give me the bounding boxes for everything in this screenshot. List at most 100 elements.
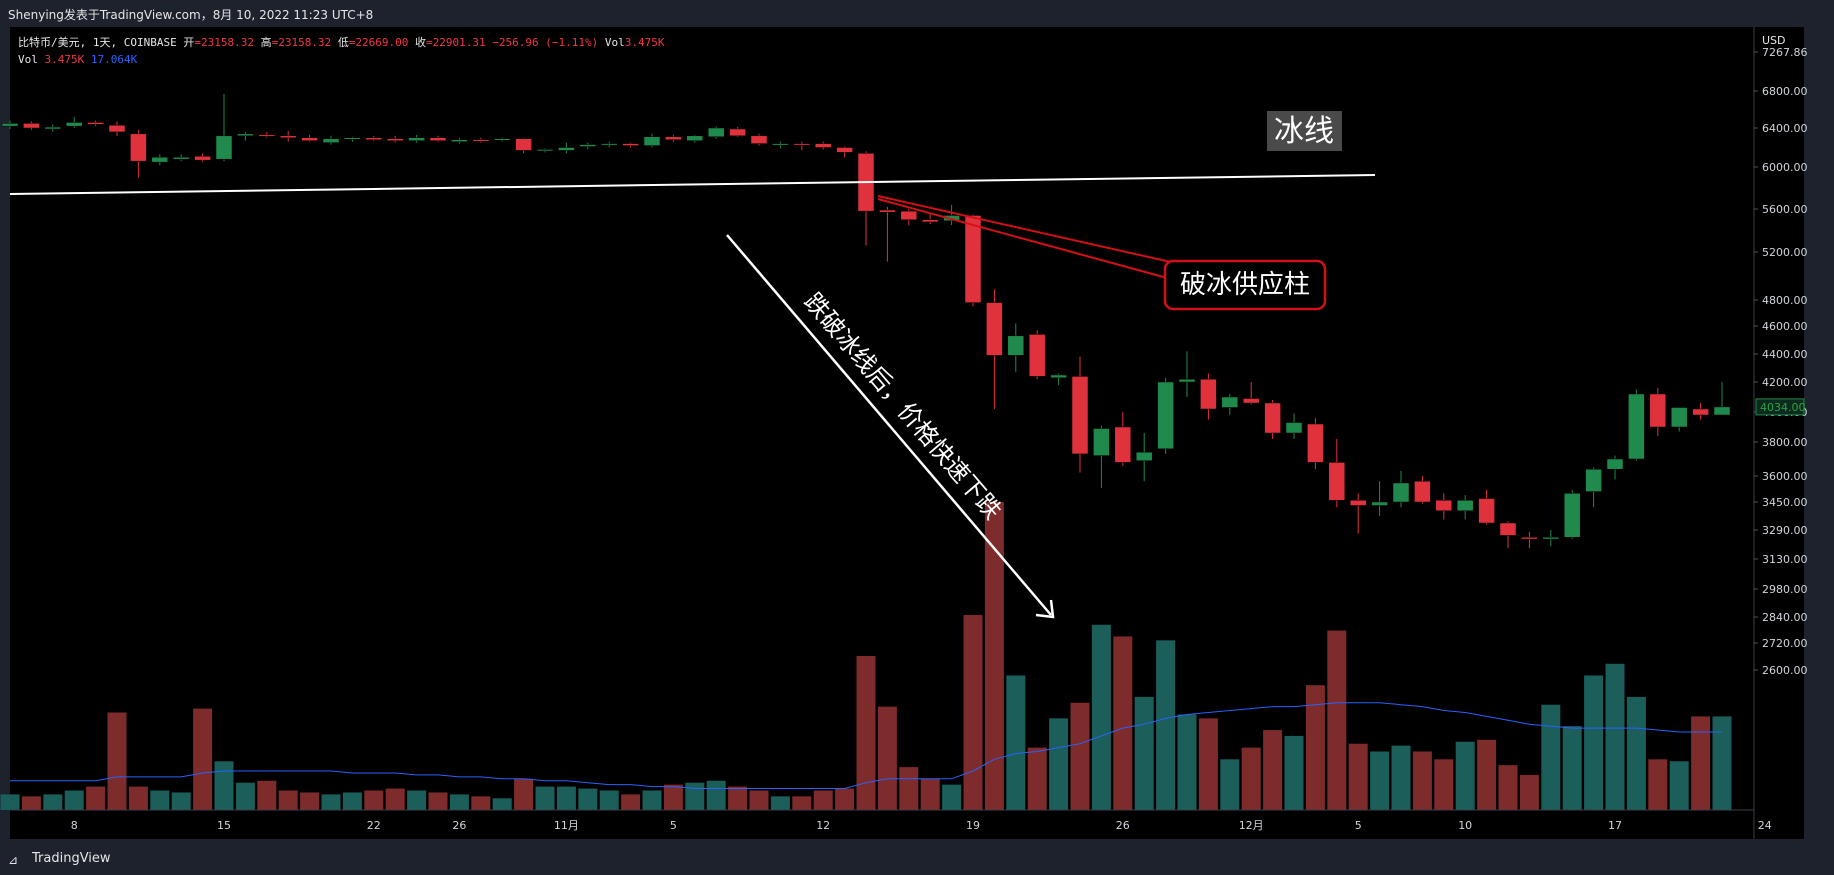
candle-body[interactable] xyxy=(1071,376,1089,455)
candle-body[interactable] xyxy=(1007,335,1025,356)
candle-body[interactable] xyxy=(1392,482,1410,503)
candle-body[interactable] xyxy=(558,147,575,151)
candle-body[interactable] xyxy=(1264,402,1281,434)
volume-bar xyxy=(1006,675,1026,810)
candle-body[interactable] xyxy=(172,157,190,160)
breakdown-arrow-shaft[interactable] xyxy=(726,234,1052,616)
candle-body[interactable] xyxy=(1563,493,1581,538)
candle-body[interactable] xyxy=(1585,468,1602,492)
volume-bar xyxy=(813,790,833,810)
candle-body[interactable] xyxy=(451,139,468,142)
candle-body[interactable] xyxy=(87,122,104,125)
ice-line-label-box[interactable] xyxy=(1267,111,1342,151)
candle-body[interactable] xyxy=(836,147,853,153)
candle-body[interactable] xyxy=(1371,501,1388,506)
candle-body[interactable] xyxy=(707,127,725,138)
candle-body[interactable] xyxy=(1713,406,1731,416)
candle-body[interactable] xyxy=(1670,407,1688,428)
ice-line-trendline[interactable] xyxy=(9,174,1376,195)
candle-body[interactable] xyxy=(1349,500,1367,506)
candle-body[interactable] xyxy=(921,219,939,223)
candle-body[interactable] xyxy=(130,133,147,162)
candle-body[interactable] xyxy=(1649,393,1667,428)
candle-body[interactable] xyxy=(301,137,318,141)
candle-body[interactable] xyxy=(1499,522,1517,536)
candle-body[interactable] xyxy=(1178,378,1196,383)
candle-body[interactable] xyxy=(986,302,1003,356)
vol-row-label[interactable]: Vol xyxy=(18,53,38,66)
candle-body[interactable] xyxy=(879,209,896,213)
candle-body[interactable] xyxy=(622,143,639,146)
candle-body[interactable] xyxy=(365,137,383,140)
x-tick-label: 12 xyxy=(816,819,830,832)
chart-pane[interactable] xyxy=(10,27,1804,839)
candle-body[interactable] xyxy=(1135,451,1153,461)
candle-body[interactable] xyxy=(600,143,618,146)
volume-bar xyxy=(1519,774,1539,810)
candle-body[interactable] xyxy=(1093,428,1110,456)
candle-body[interactable] xyxy=(194,156,211,161)
candle-body[interactable] xyxy=(1285,422,1303,434)
candle-body[interactable] xyxy=(1050,374,1067,379)
candle-body[interactable] xyxy=(536,149,554,152)
candle-body[interactable] xyxy=(472,139,490,142)
candle-body[interactable] xyxy=(258,134,276,137)
candle-body[interactable] xyxy=(1028,334,1046,377)
footer-brand[interactable]: TradingView xyxy=(32,851,111,866)
candle-body[interactable] xyxy=(1542,537,1560,540)
candle-body[interactable] xyxy=(772,143,789,146)
candle-body[interactable] xyxy=(814,143,832,148)
candle-body[interactable] xyxy=(237,133,254,137)
candle-body[interactable] xyxy=(322,138,340,143)
candle-body[interactable] xyxy=(1628,393,1645,460)
candle-body[interactable] xyxy=(23,123,40,129)
candle-body[interactable] xyxy=(1200,378,1217,410)
symbol-title[interactable]: 比特币/美元, 1天, COINBASE xyxy=(18,36,177,49)
candle-body[interactable] xyxy=(515,138,532,151)
candle-body[interactable] xyxy=(279,135,297,139)
candle-body[interactable] xyxy=(344,137,361,140)
volume-bar xyxy=(856,655,876,810)
candle-body[interactable] xyxy=(643,136,661,146)
candle-body[interactable] xyxy=(686,135,704,141)
candle-body[interactable] xyxy=(1307,423,1324,463)
candle-body[interactable] xyxy=(1692,408,1709,416)
supply-bar-callout-box[interactable] xyxy=(1163,259,1327,311)
candle-body[interactable] xyxy=(729,128,746,137)
volume-bar xyxy=(728,786,748,810)
candle-body[interactable] xyxy=(1157,381,1174,450)
volume-bar xyxy=(1198,718,1218,810)
candle-body[interactable] xyxy=(1221,396,1239,408)
candle-body[interactable] xyxy=(44,126,62,130)
candle-body[interactable] xyxy=(1606,458,1624,470)
candle-body[interactable] xyxy=(1414,480,1431,503)
candle-body[interactable] xyxy=(1242,398,1260,404)
candle-body[interactable] xyxy=(579,144,597,147)
candle-body[interactable] xyxy=(1435,500,1453,511)
candle-body[interactable] xyxy=(793,143,811,146)
candle-body[interactable] xyxy=(1328,462,1346,501)
candle-body[interactable] xyxy=(900,210,918,220)
x-tick-label: 24 xyxy=(1758,819,1772,832)
candle-body[interactable] xyxy=(429,137,447,141)
candle-body[interactable] xyxy=(215,135,233,160)
candle-body[interactable] xyxy=(386,138,404,141)
candle-body[interactable] xyxy=(408,137,425,141)
close-value: =22901.31 xyxy=(426,36,486,49)
candle-body[interactable] xyxy=(1114,426,1132,463)
candle-body[interactable] xyxy=(964,215,982,303)
candle-body[interactable] xyxy=(65,122,83,127)
candle-body[interactable] xyxy=(1521,537,1538,540)
high-label: 高 xyxy=(260,36,272,49)
candle-body[interactable] xyxy=(1,123,19,127)
candle-body[interactable] xyxy=(1456,500,1474,511)
candle-body[interactable] xyxy=(665,136,682,140)
candle-body[interactable] xyxy=(1478,498,1495,524)
candle-body[interactable] xyxy=(493,138,511,141)
x-tick-label: 26 xyxy=(452,819,466,832)
candle-body[interactable] xyxy=(151,157,169,163)
volume-bar xyxy=(1113,636,1133,810)
candle-body[interactable] xyxy=(750,135,768,144)
candle-body[interactable] xyxy=(108,124,126,133)
